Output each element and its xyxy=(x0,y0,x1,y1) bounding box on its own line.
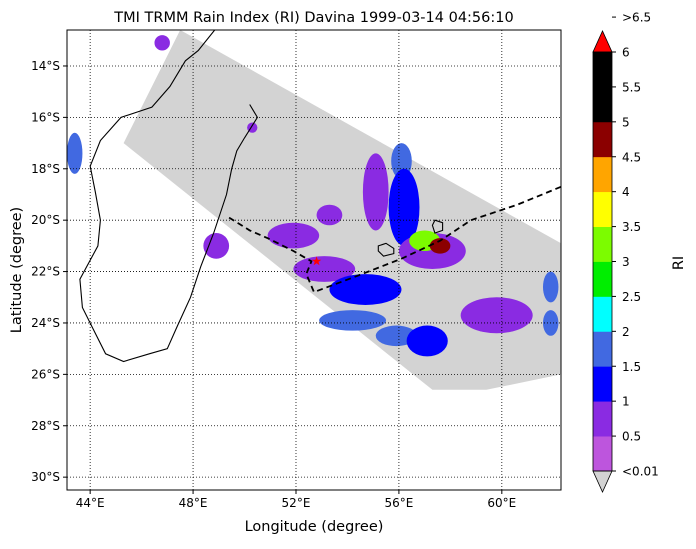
colorbar-tick-label: 3 xyxy=(622,255,630,269)
rain-cell xyxy=(542,271,559,303)
colorbar-tick-label: 2 xyxy=(622,325,630,339)
y-tick-label: 20°S xyxy=(31,213,60,227)
x-tick-label: 44°E xyxy=(76,496,105,510)
colorbar-segment xyxy=(593,52,612,88)
island-outline xyxy=(377,242,395,257)
colorbar-segment xyxy=(593,436,612,472)
colorbar-label: RI xyxy=(671,256,687,270)
colorbar-tick-label: >6.5 xyxy=(622,11,651,25)
rain-cell xyxy=(375,325,417,347)
colorbar-segment xyxy=(593,226,612,262)
colorbar-under-triangle xyxy=(592,470,613,493)
y-tick-label: 16°S xyxy=(31,110,60,124)
colorbar-segment xyxy=(593,261,612,297)
y-tick-label: 14°S xyxy=(31,59,60,73)
map-plot-area: 44°E 48°E 52°E 56°E 60°E 14°S 16°S 18°S 20°S 22°S… xyxy=(31,29,562,510)
colorbar-tick-label: 1.5 xyxy=(622,360,641,374)
rain-cell xyxy=(267,222,320,249)
colorbar-tick-label: 3.5 xyxy=(622,220,641,234)
colorbar-segment xyxy=(593,366,612,402)
rain-cell xyxy=(203,233,230,259)
plot-layers xyxy=(67,30,561,490)
y-tick-label: 18°S xyxy=(31,162,60,176)
storm-track xyxy=(228,185,561,294)
x-tick-label: 52°E xyxy=(282,496,311,510)
y-tick-label: 30°S xyxy=(31,470,60,484)
x-tick-label: 48°E xyxy=(179,496,208,510)
y-tick-label: 24°S xyxy=(31,316,60,330)
x-tick-label: 60°E xyxy=(487,496,516,510)
colorbar-tick-label: 4.5 xyxy=(622,150,641,164)
colorbar-segment xyxy=(593,86,612,123)
rain-cell xyxy=(329,274,402,305)
colorbar-tick-label: 4 xyxy=(622,185,630,199)
colorbar-tick-label: 2.5 xyxy=(622,290,641,304)
storm-center-marker xyxy=(311,256,322,266)
colorbar-tick-label: 1 xyxy=(622,395,630,409)
satellite-swath xyxy=(123,30,561,390)
y-tick-label: 22°S xyxy=(31,265,60,279)
rain-cell xyxy=(319,310,387,331)
rain-cell xyxy=(67,132,83,174)
colorbar-tick-label: 5.5 xyxy=(622,80,641,94)
rain-cell xyxy=(429,238,451,254)
colorbar-segment xyxy=(593,121,612,158)
colorbar-tick-label: 6 xyxy=(622,46,630,60)
colorbar-tick-label: <0.01 xyxy=(622,465,659,479)
colorbar-segment xyxy=(593,401,612,437)
colorbar-segment xyxy=(593,331,612,367)
y-tick-label: 28°S xyxy=(31,419,60,433)
plot-frame xyxy=(66,29,562,491)
rain-cell xyxy=(388,168,420,246)
colorbar: <0.01 0.5 1 1.5 2 2.5 3 3.5 4 4.5 5 5.5 6 >6.5 xyxy=(592,11,659,493)
y-tick-label: 26°S xyxy=(31,367,60,381)
colorbar-tick-label: 0.5 xyxy=(622,430,641,444)
chart-title: TMI TRMM Rain Index (RI) Davina 1999-03-… xyxy=(113,10,513,26)
rain-cell xyxy=(293,256,356,282)
colorbar-segment xyxy=(593,296,612,332)
x-tick-label: 56°E xyxy=(384,496,413,510)
colorbar-segment xyxy=(593,191,612,227)
coastline xyxy=(79,30,259,363)
colorbar-tick-label: 5 xyxy=(622,115,630,129)
y-axis-label: Latitude (degree) xyxy=(9,207,25,333)
rain-cell xyxy=(460,297,533,334)
colorbar-over-triangle xyxy=(592,30,613,53)
island-outline xyxy=(431,219,444,234)
rain-cell xyxy=(154,35,170,51)
rain-cell xyxy=(316,204,343,226)
colorbar-segment xyxy=(593,156,612,193)
rain-cell xyxy=(406,325,448,357)
rain-cell xyxy=(362,153,389,231)
x-axis-label: Longitude (degree) xyxy=(245,519,384,535)
